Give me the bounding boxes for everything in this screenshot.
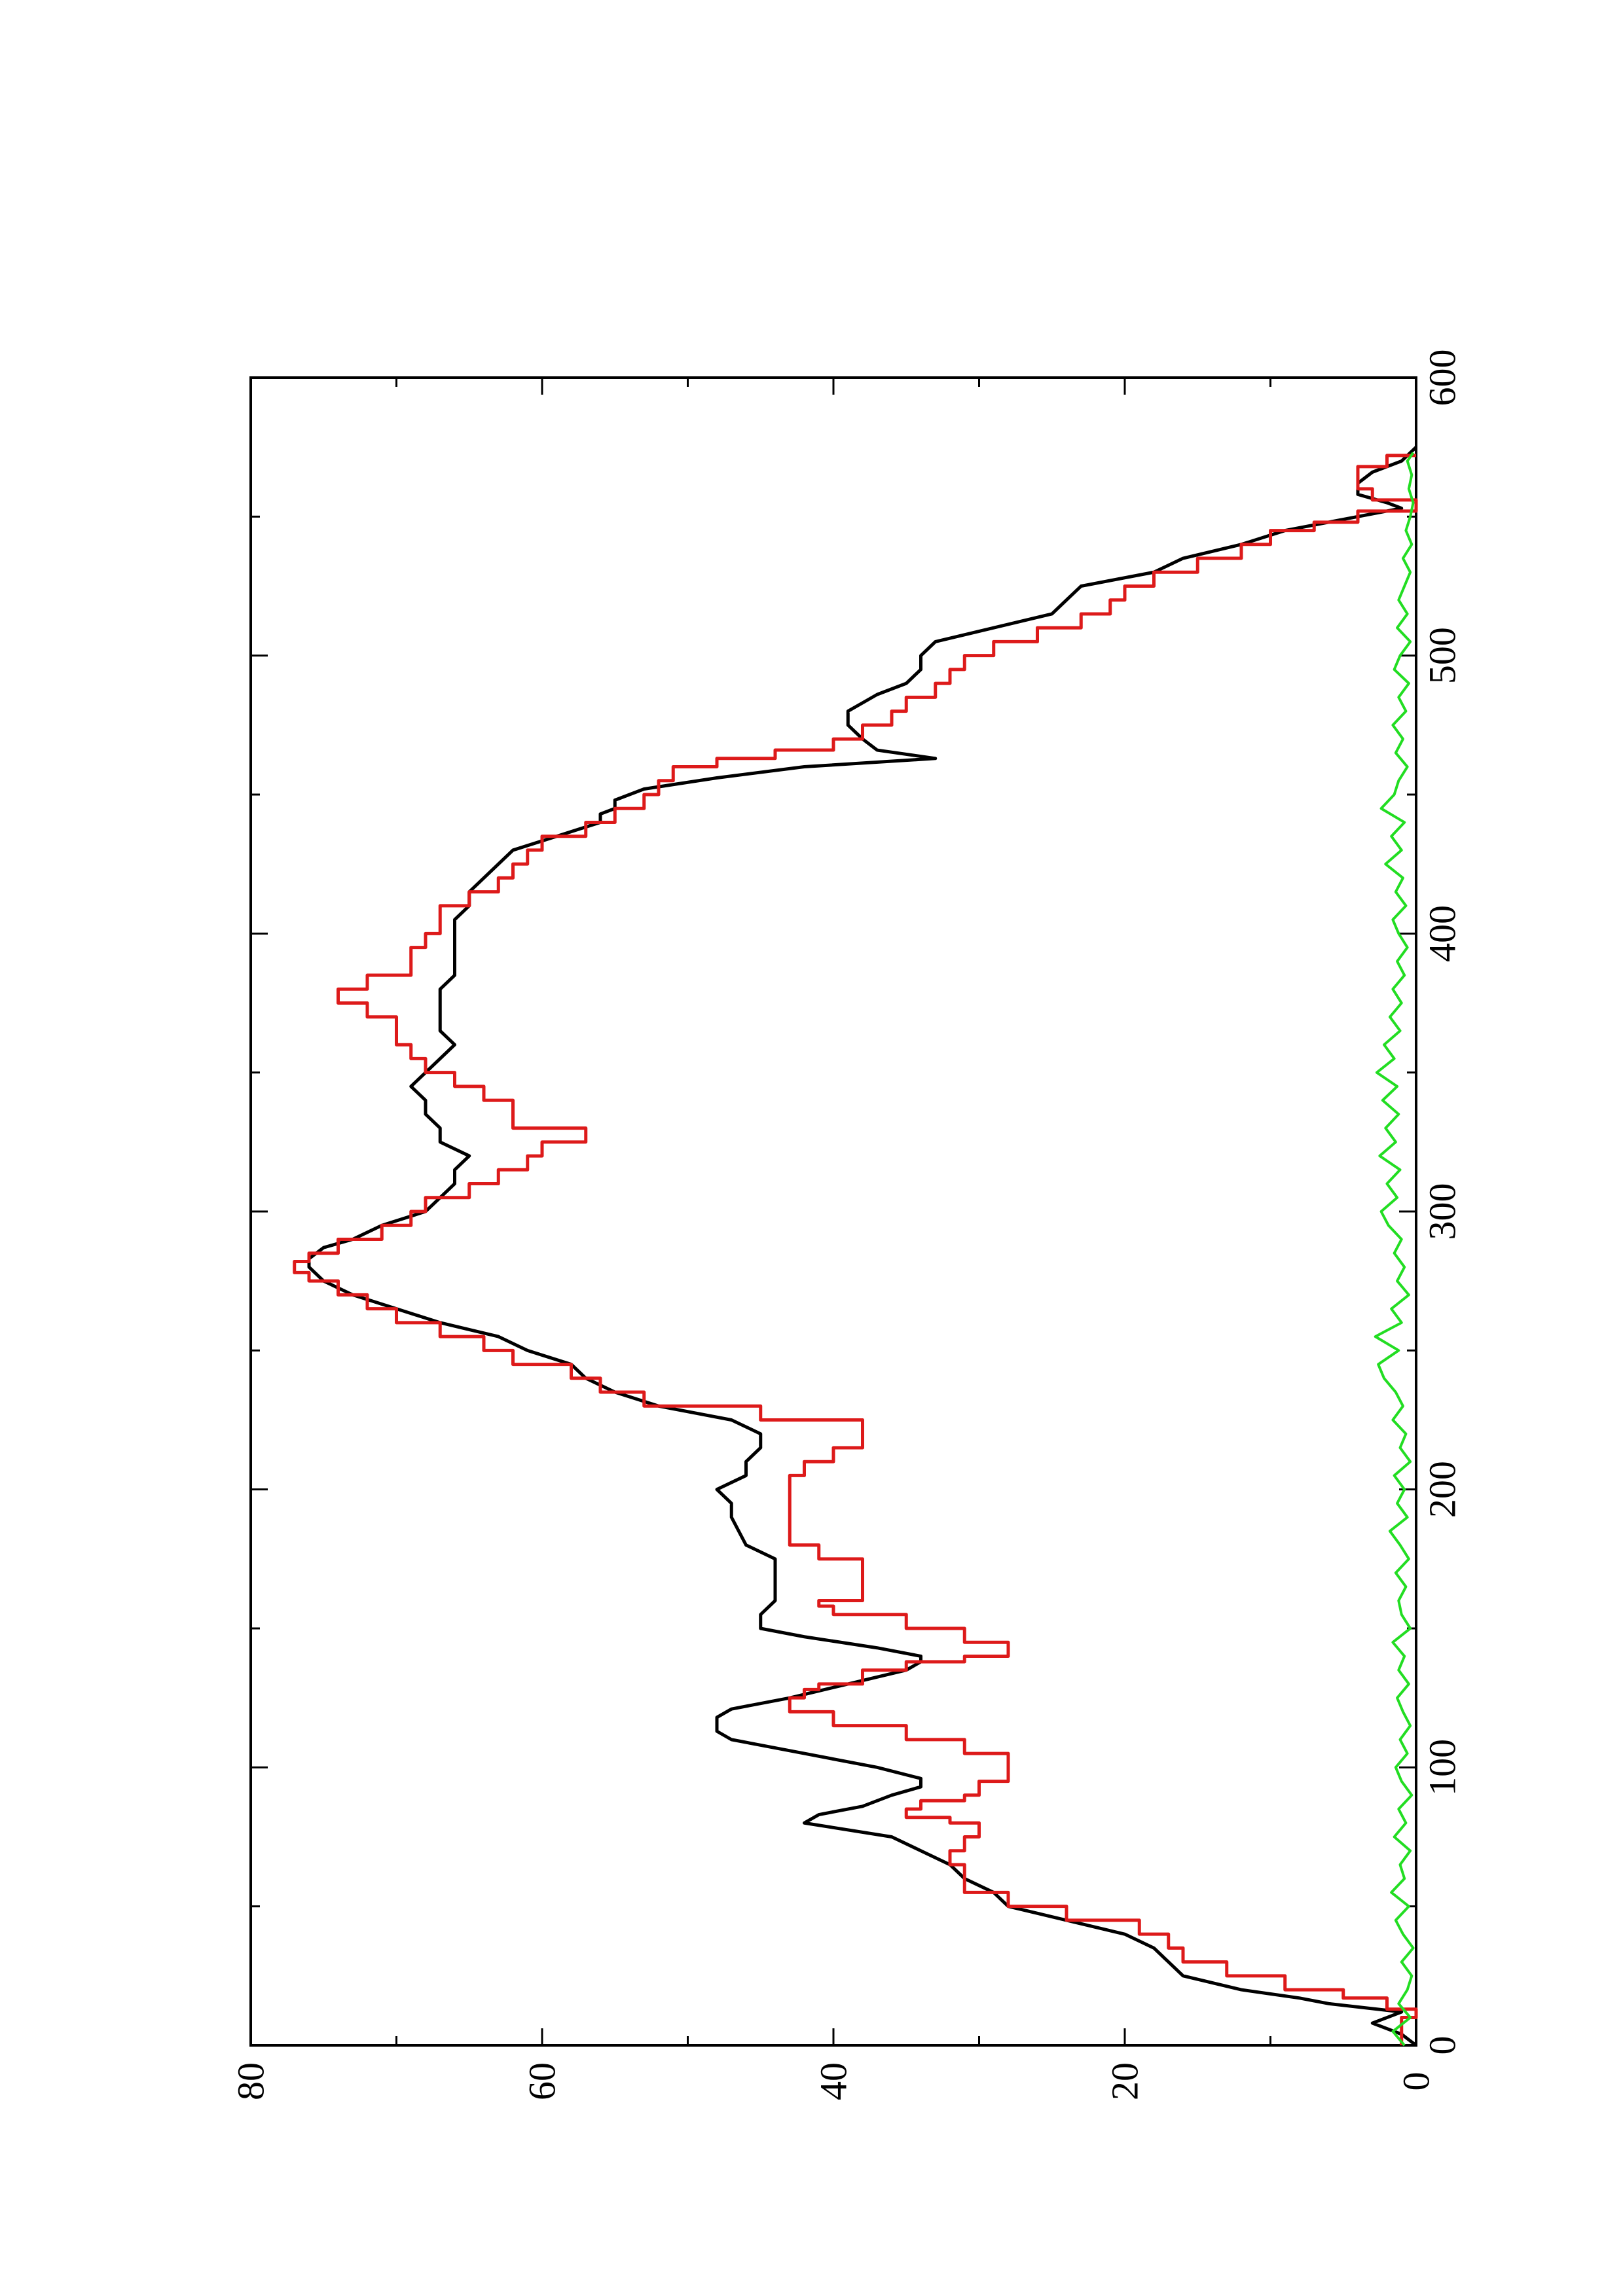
y-tick-label: 20 [1104,2062,1146,2100]
x-tick-label: 100 [1421,1739,1464,1796]
x-tick-label: 200 [1421,1461,1464,1518]
series-layer [293,446,1418,2047]
x-tick-label: 600 [1421,350,1464,406]
y-tick-label: 60 [521,2062,564,2100]
y-tick-label: 40 [812,2062,855,2100]
x-tick-label: 0 [1421,2036,1464,2055]
x-tick-label: 400 [1421,905,1464,962]
y-tick-label: 80 [230,2062,272,2100]
x-tick-label: 500 [1421,627,1464,684]
series-line-0 [307,446,1417,2047]
axis-ticks [249,376,1417,2047]
x-tick-label: 300 [1421,1183,1464,1240]
series-line-1 [293,454,1418,2045]
axis-tick-labels: 0 100 200 300 400 500 600 0 20 40 60 80 [230,350,1464,2101]
series-line-2 [1374,452,1415,2047]
y-tick-label: 0 [1395,2072,1438,2091]
